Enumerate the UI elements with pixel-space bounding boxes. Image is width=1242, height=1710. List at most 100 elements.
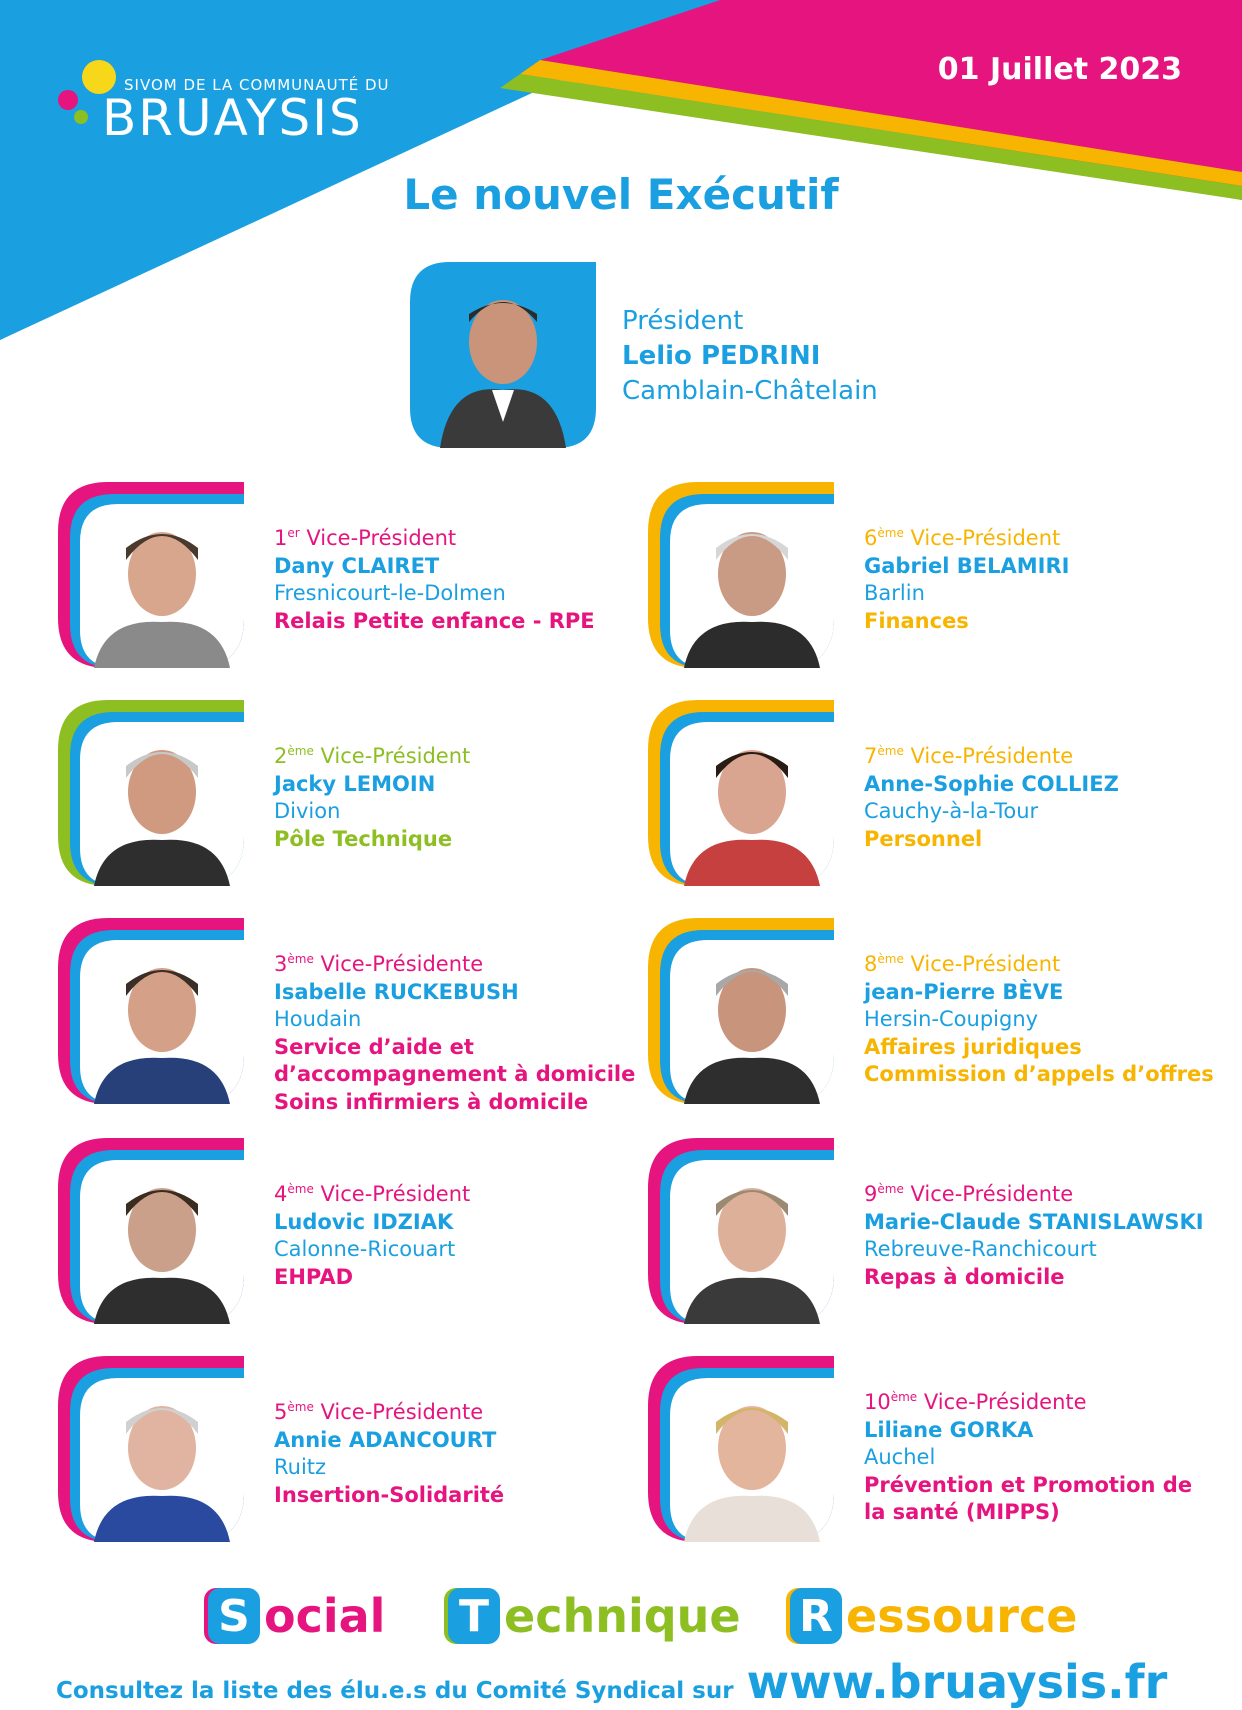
vice-president-city: Houdain xyxy=(274,1007,362,1031)
rank-number: 8 xyxy=(864,952,878,976)
vice-president-department: EHPAD xyxy=(274,1264,354,1289)
rank-suffix: ème xyxy=(287,1400,314,1414)
footer-text: Consultez la liste des élu.e.s du Comité… xyxy=(56,1678,734,1704)
vice-president-card: 1er Vice-Président Dany CLAIRET Fresnicour… xyxy=(58,482,618,672)
vice-president-role: 3ème Vice-Présidente xyxy=(274,946,635,979)
pillar-letter-box: T xyxy=(448,1588,500,1644)
role-title: Vice-Présidente xyxy=(903,1182,1074,1206)
vice-president-department: d’accompagnement à domicile xyxy=(274,1062,636,1086)
vice-president-department: Repas à domicile xyxy=(864,1264,1065,1289)
vice-president-department: Service d’aide et xyxy=(274,1034,474,1059)
vice-president-name: Isabelle RUCKEBUSH xyxy=(274,979,519,1004)
vice-president-photo xyxy=(58,700,244,886)
vice-president-name: Jacky LEMOIN xyxy=(274,771,436,796)
rank-number: 4 xyxy=(274,1182,288,1206)
role-title: Vice-Président xyxy=(313,1182,471,1206)
rank-number: 2 xyxy=(274,744,288,768)
vice-president-card: 9ème Vice-Présidente Marie-Claude STANISL… xyxy=(648,1138,1208,1328)
role-title: Vice-Président xyxy=(903,526,1061,550)
logo-name: BRUAYSIS xyxy=(102,89,363,147)
vice-president-city: Hersin-Coupigny xyxy=(864,1007,1039,1031)
vice-president-name: Dany CLAIRET xyxy=(274,553,440,578)
vice-president-name: jean-Pierre BÈVE xyxy=(864,979,1064,1004)
vice-president-department: Affaires juridiques xyxy=(864,1034,1082,1059)
role-title: Vice-Président xyxy=(299,526,457,550)
footer: Consultez la liste des élu.e.s du Comité… xyxy=(56,1655,1196,1709)
vice-president-department: Relais Petite enfance - RPE xyxy=(274,608,595,633)
pillar-ressource: R essource xyxy=(790,1586,1077,1646)
date: 01 Juillet 2023 xyxy=(937,52,1182,87)
vice-president-department: Pôle Technique xyxy=(274,826,453,851)
vice-president-city: Fresnicourt-le-Dolmen xyxy=(274,581,506,605)
vice-president-department: la santé (MIPPS) xyxy=(864,1500,1060,1524)
vice-president-name: Ludovic IDZIAK xyxy=(274,1209,454,1234)
logo[interactable]: SIVOM DE LA COMMUNAUTÉ DU BRUAYSIS xyxy=(58,58,398,148)
role-title: Vice-Présidente xyxy=(313,952,484,976)
vice-president-role: 10ème Vice-Présidente xyxy=(864,1384,1192,1417)
vice-president-department: Insertion-Solidarité xyxy=(274,1482,505,1507)
pillar-letter-box: S xyxy=(208,1588,260,1644)
rank-number: 10 xyxy=(864,1390,891,1414)
vice-president-city: Calonne-Ricouart xyxy=(274,1237,456,1261)
role-title: Vice-Présidente xyxy=(903,744,1074,768)
logo-dot-green xyxy=(74,110,88,124)
vice-president-department: Finances xyxy=(864,608,969,633)
header-banner xyxy=(0,0,1242,340)
rank-suffix: ème xyxy=(877,526,904,540)
website-link[interactable]: www.bruaysis.fr xyxy=(746,1655,1168,1709)
vice-president-name: Marie-Claude STANISLAWSKI xyxy=(864,1209,1204,1234)
pillar-text: ocial xyxy=(264,1589,386,1643)
vice-president-city: Divion xyxy=(274,799,341,823)
role-title: Vice-Présidente xyxy=(917,1390,1087,1414)
rank-suffix: ème xyxy=(287,952,314,966)
rank-number: 3 xyxy=(274,952,288,976)
vice-president-photo xyxy=(648,918,834,1104)
president-name: Lelio PEDRINI xyxy=(622,341,821,371)
vice-president-department: Soins infirmiers à domicile xyxy=(274,1089,589,1114)
rank-number: 7 xyxy=(864,744,878,768)
rank-number: 6 xyxy=(864,526,878,550)
rank-suffix: ème xyxy=(890,1390,918,1404)
rank-number: 5 xyxy=(274,1400,288,1424)
vice-president-name: Liliane GORKA xyxy=(864,1417,1034,1442)
vice-president-name: Anne-Sophie COLLIEZ xyxy=(864,771,1119,796)
rank-suffix: ème xyxy=(287,1182,314,1196)
vice-president-card: 5ème Vice-Présidente Annie ADANCOURT Ruitz… xyxy=(58,1356,618,1546)
page-title: Le nouvel Exécutif xyxy=(403,170,839,219)
logo-subtitle: SIVOM DE LA COMMUNAUTÉ DU xyxy=(124,76,390,94)
role-title: Vice-Présidente xyxy=(313,1400,484,1424)
logo-dot-red xyxy=(58,90,78,110)
pillar-letter: T xyxy=(458,1590,489,1642)
president-role: Président xyxy=(622,306,744,336)
pillar-text: echnique xyxy=(504,1589,741,1643)
pillars: S ocial T echnique R essource xyxy=(0,1586,1242,1646)
logo-dot-yellow xyxy=(82,60,116,94)
president-photo xyxy=(410,262,596,448)
rank-suffix: ème xyxy=(877,1182,904,1196)
pillar-technique: T echnique xyxy=(448,1586,741,1646)
role-title: Vice-Président xyxy=(313,744,471,768)
pillar-letter-box: R xyxy=(790,1588,842,1644)
vice-president-photo xyxy=(648,1356,834,1542)
vice-president-photo xyxy=(58,1138,244,1324)
vice-president-card: 6ème Vice-Président Gabriel BELAMIRI Barli… xyxy=(648,482,1208,672)
vice-president-photo xyxy=(58,918,244,1104)
vice-president-card: 2ème Vice-Président Jacky LEMOIN Divion Pôl… xyxy=(58,700,618,890)
vice-president-card: 8ème Vice-Président jean-Pierre BÈVE Hersi… xyxy=(648,918,1214,1108)
rank-suffix: ème xyxy=(877,744,904,758)
vice-president-photo xyxy=(58,482,244,668)
vice-president-role: 4ème Vice-Président xyxy=(274,1176,470,1209)
pillar-text: essource xyxy=(846,1589,1078,1643)
role-title: Vice-Président xyxy=(903,952,1061,976)
vice-president-card: 7ème Vice-Présidente Anne-Sophie COLLIEZ C… xyxy=(648,700,1208,890)
rank-suffix: er xyxy=(287,526,300,540)
vice-president-city: Cauchy-à-la-Tour xyxy=(864,799,1039,823)
vice-president-department: Commission d’appels d’offres xyxy=(864,1062,1214,1086)
vice-president-photo xyxy=(648,482,834,668)
rank-number: 1 xyxy=(274,526,288,550)
vice-president-name: Gabriel BELAMIRI xyxy=(864,553,1070,578)
pillar-letter: S xyxy=(218,1590,250,1642)
vice-president-role: 2ème Vice-Président xyxy=(274,738,470,771)
vice-president-card: 4ème Vice-Président Ludovic IDZIAK Calonne… xyxy=(58,1138,618,1328)
vice-president-name: Annie ADANCOURT xyxy=(274,1427,497,1452)
